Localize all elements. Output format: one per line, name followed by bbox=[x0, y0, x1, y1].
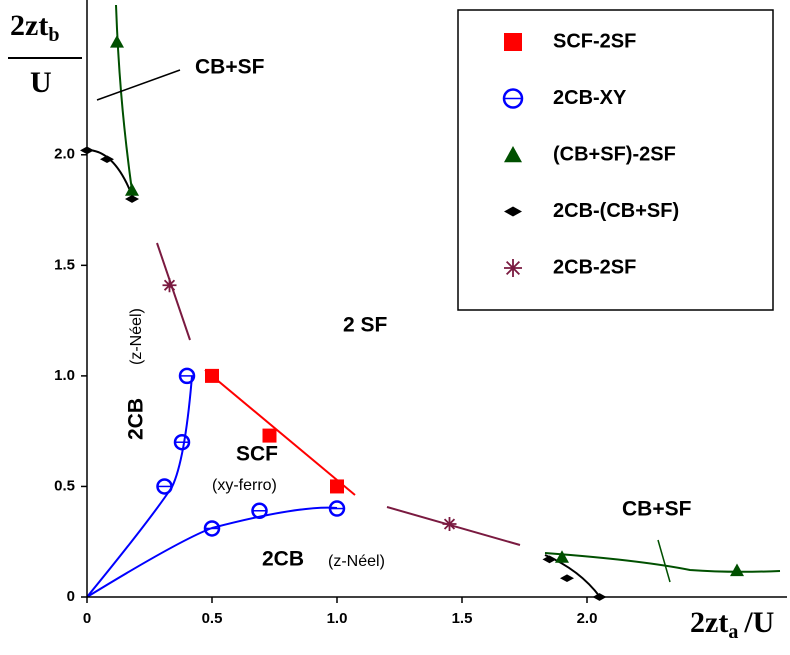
boundary bbox=[156, 242, 191, 341]
marker-square bbox=[504, 33, 522, 51]
x-label: 2zta/U bbox=[690, 606, 774, 643]
marker-diamond bbox=[100, 155, 114, 164]
y-label-text: 2zt bbox=[10, 9, 48, 42]
y-tick-label: 0 bbox=[67, 588, 75, 605]
legend-label: 2CB-XY bbox=[553, 87, 627, 109]
y-tick-label: 1.5 bbox=[54, 256, 75, 273]
marker-circle bbox=[178, 367, 196, 385]
x-label-sub: a bbox=[728, 621, 738, 643]
legend-label: SCF-2SF bbox=[553, 30, 636, 52]
y-tick-label: 1.0 bbox=[54, 367, 75, 384]
y-label-denominator: U bbox=[30, 66, 52, 99]
boundary bbox=[386, 506, 521, 546]
marker-circle bbox=[502, 88, 524, 109]
annotation: CB+SF bbox=[622, 498, 692, 521]
annotation: 2 SF bbox=[343, 314, 388, 337]
annotation: (z-Néel) bbox=[128, 308, 145, 365]
y-tick-label: 2.0 bbox=[54, 146, 75, 163]
marker-triangle bbox=[730, 563, 744, 577]
marker-star bbox=[442, 517, 457, 532]
boundary bbox=[204, 369, 356, 496]
annotation: (z-Néel) bbox=[328, 553, 385, 570]
marker-diamond bbox=[80, 146, 94, 155]
boundary bbox=[544, 554, 601, 598]
marker-square bbox=[262, 428, 277, 443]
annotation: 2CB bbox=[262, 548, 304, 571]
marker-triangle bbox=[504, 146, 522, 163]
marker-diamond bbox=[592, 593, 607, 601]
boundary bbox=[96, 69, 181, 101]
marker-star bbox=[504, 259, 522, 277]
marker-triangle bbox=[555, 550, 569, 563]
boundary bbox=[115, 4, 134, 199]
legend-label: (CB+SF)-2SF bbox=[553, 143, 676, 165]
marker-diamond bbox=[504, 206, 522, 217]
marker-star bbox=[162, 278, 177, 293]
legend-label: 2CB-2SF bbox=[553, 256, 636, 278]
marker-diamond bbox=[125, 195, 139, 203]
annotation: CB+SF bbox=[195, 56, 265, 79]
x-tick-label: 0.5 bbox=[202, 610, 223, 627]
annotation: 2CB bbox=[125, 398, 148, 440]
marker-circle bbox=[328, 500, 346, 517]
boundary bbox=[544, 552, 781, 573]
marker-circle bbox=[156, 478, 173, 495]
marker-square bbox=[205, 368, 219, 383]
x-tick-label: 0 bbox=[83, 610, 91, 627]
legend-label: 2CB-(CB+SF) bbox=[553, 200, 679, 222]
x-tick-label: 1.5 bbox=[452, 610, 473, 627]
marker-circle bbox=[203, 520, 221, 537]
marker-circle bbox=[251, 502, 268, 520]
x-label-suffix: /U bbox=[743, 606, 774, 639]
annotation: (xy-ferro) bbox=[212, 477, 277, 494]
marker-circle bbox=[173, 433, 191, 451]
x-tick-label: 2.0 bbox=[577, 610, 598, 627]
marker-triangle bbox=[125, 183, 139, 196]
marker-diamond bbox=[560, 574, 574, 583]
boundary bbox=[657, 539, 671, 583]
marker-diamond bbox=[542, 555, 557, 564]
y-tick-label: 0.5 bbox=[54, 477, 75, 494]
y-label-sub: b bbox=[48, 24, 59, 46]
y-label: 2ztb bbox=[10, 9, 59, 46]
marker-square bbox=[330, 479, 344, 494]
x-label-text: 2zt bbox=[690, 606, 728, 639]
x-tick-label: 1.0 bbox=[327, 610, 348, 627]
marker-triangle bbox=[110, 35, 124, 48]
annotation: SCF bbox=[236, 443, 278, 466]
